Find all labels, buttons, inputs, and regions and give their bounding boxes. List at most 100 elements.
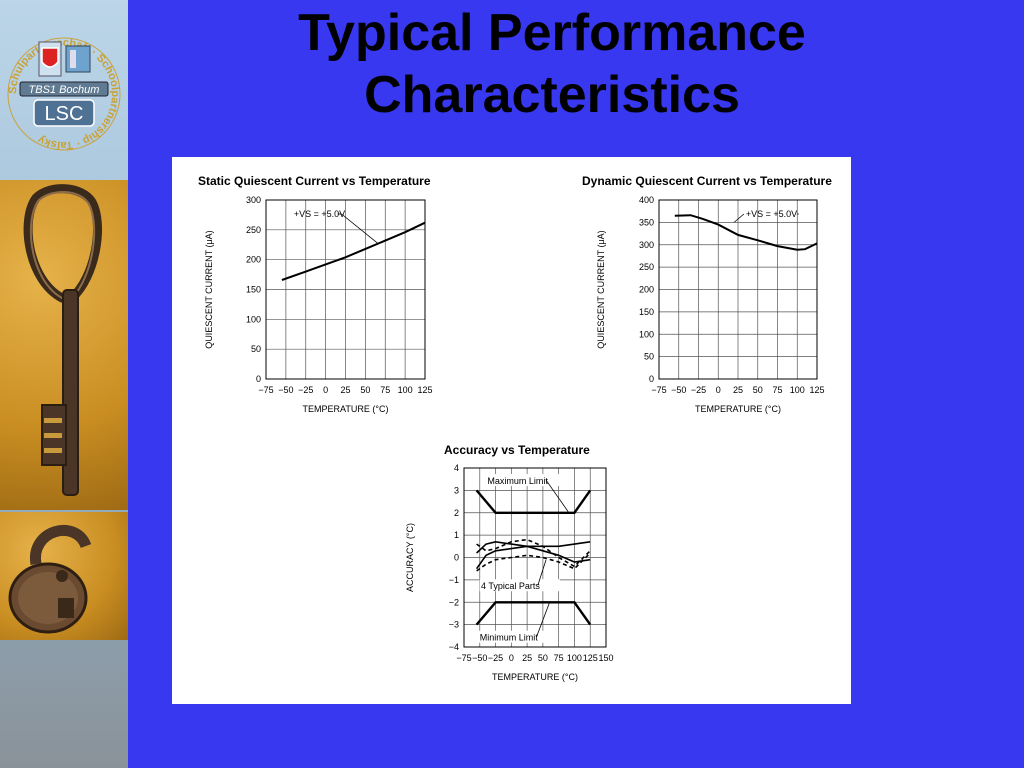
x-tick-label: −50 — [472, 653, 487, 663]
x-tick-label: −75 — [456, 653, 471, 663]
x-tick-label: 25 — [733, 385, 743, 395]
x-tick-label: 100 — [790, 385, 805, 395]
series-line-5 — [476, 538, 591, 568]
y-tick-label: 3 — [454, 485, 459, 495]
chart-title: Static Quiescent Current vs Temperature — [198, 174, 431, 188]
x-tick-label: 0 — [716, 385, 721, 395]
slide-title-line-1: Typical Performance — [298, 4, 806, 62]
x-tick-label: 125 — [583, 653, 598, 663]
x-tick-label: 75 — [380, 385, 390, 395]
x-tick-label: 50 — [753, 385, 763, 395]
label-bg — [478, 630, 555, 643]
annotation-arrow — [341, 213, 378, 244]
y-tick-label: 300 — [639, 240, 654, 250]
y-tick-label: 50 — [251, 344, 261, 354]
y-tick-label: 250 — [639, 262, 654, 272]
y-tick-label: 1 — [454, 530, 459, 540]
supply-annotation: +VS = +5.0V — [746, 209, 797, 219]
chart-title: Accuracy vs Temperature — [444, 443, 590, 457]
x-tick-label: 150 — [598, 653, 613, 663]
y-tick-label: −4 — [449, 642, 459, 652]
y-tick-label: 100 — [246, 314, 261, 324]
x-tick-label: 50 — [360, 385, 370, 395]
y-axis-label: ACCURACY (°C) — [405, 523, 415, 592]
max-limit-leader — [545, 479, 569, 512]
city-emblem-icon — [65, 45, 91, 73]
datasheet-figure-panel: Static Quiescent Current vs Temperature −… — [172, 157, 851, 704]
y-tick-label: 200 — [639, 285, 654, 295]
logo-badge-top: TBS1 Bochum — [29, 84, 100, 96]
x-tick-label: −50 — [278, 385, 293, 395]
x-axis-label: TEMPERATURE (°C) — [695, 404, 781, 414]
chart-1: Static Quiescent Current vs Temperature −… — [198, 174, 433, 414]
x-tick-label: 125 — [809, 385, 824, 395]
plot-frame — [265, 199, 426, 380]
y-tick-label: 350 — [639, 217, 654, 227]
chart-2: Dynamic Quiescent Current vs Temperature… — [582, 174, 832, 414]
x-tick-label: −50 — [671, 385, 686, 395]
slide-title-line-2: Characteristics — [364, 66, 740, 124]
min-limit-leader — [536, 603, 550, 637]
padlock-photo — [0, 512, 128, 640]
series-line-1 — [281, 221, 426, 281]
y-tick-label: 2 — [454, 508, 459, 518]
x-tick-label: 0 — [323, 385, 328, 395]
typical-parts-label: 4 Typical Parts — [481, 581, 540, 591]
series-line-2 — [475, 601, 592, 626]
y-tick-label: 0 — [649, 374, 654, 384]
x-tick-label: 100 — [398, 385, 413, 395]
x-tick-label: 125 — [417, 385, 432, 395]
annotation-arrow — [733, 213, 745, 223]
y-tick-label: 400 — [639, 195, 654, 205]
plot-frame — [463, 467, 607, 648]
x-tick-label: −25 — [488, 653, 503, 663]
slide-title: Typical Performance Characteristics — [130, 2, 974, 126]
padlock-icon — [8, 524, 92, 634]
series-line-6 — [476, 552, 591, 572]
y-tick-label: −2 — [449, 597, 459, 607]
x-tick-label: −25 — [691, 385, 706, 395]
y-tick-label: 250 — [246, 225, 261, 235]
logo-badge-main: LSC — [45, 103, 84, 125]
y-tick-label: 4 — [454, 463, 459, 473]
min-limit-label: Minimum Limit — [480, 633, 539, 643]
x-tick-label: −25 — [298, 385, 313, 395]
sidebar: Schulpartnerschaft · Schoolpartnership ·… — [0, 0, 128, 768]
label-bg — [486, 474, 565, 487]
y-tick-label: 300 — [246, 195, 261, 205]
series-line-1 — [674, 214, 818, 251]
y-tick-label: 150 — [639, 307, 654, 317]
x-tick-label: −75 — [651, 385, 666, 395]
label-bg — [479, 579, 560, 592]
y-tick-label: 150 — [246, 285, 261, 295]
y-tick-label: 100 — [639, 329, 654, 339]
y-tick-label: −1 — [449, 575, 459, 585]
series-line-1 — [475, 489, 592, 514]
school-partnership-logo: Schulpartnerschaft · Schoolpartnership ·… — [7, 37, 121, 151]
y-tick-label: 0 — [256, 374, 261, 384]
y-tick-label: 200 — [246, 255, 261, 265]
chart-title: Dynamic Quiescent Current vs Temperature — [582, 174, 832, 188]
x-tick-label: 50 — [538, 653, 548, 663]
x-axis-label: TEMPERATURE (°C) — [303, 404, 389, 414]
x-tick-label: 25 — [522, 653, 532, 663]
supply-annotation: +VS = +5.0V — [294, 209, 345, 219]
plot-frame — [658, 199, 818, 380]
typical-parts-leader — [537, 559, 547, 586]
key-photo — [0, 180, 128, 510]
x-tick-label: 100 — [567, 653, 582, 663]
max-limit-label: Maximum Limit — [487, 476, 548, 486]
x-tick-label: 0 — [509, 653, 514, 663]
x-tick-label: 75 — [554, 653, 564, 663]
y-axis-label: QUIESCENT CURRENT (μA) — [204, 230, 214, 348]
chart-3: Accuracy vs Temperature−75 −50 −25 0 25 50 75 1… — [405, 443, 614, 682]
charts-canvas: Static Quiescent Current vs Temperature −… — [198, 174, 832, 682]
y-tick-label: 0 — [454, 553, 459, 563]
x-tick-label: 75 — [772, 385, 782, 395]
y-tick-label: −3 — [449, 620, 459, 630]
y-axis-label: QUIESCENT CURRENT (μA) — [596, 230, 606, 348]
x-tick-label: −75 — [258, 385, 273, 395]
key-icon — [23, 184, 102, 496]
x-axis-label: TEMPERATURE (°C) — [492, 672, 578, 682]
x-tick-label: 25 — [340, 385, 350, 395]
